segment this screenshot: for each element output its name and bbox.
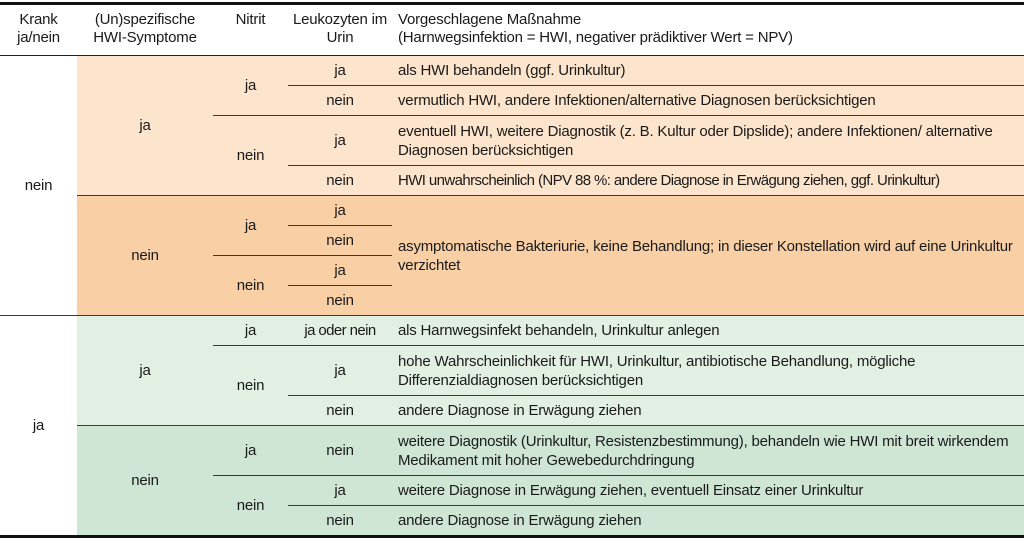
leukozyten-cell: nein <box>288 505 392 537</box>
leukozyten-cell: ja <box>288 55 392 86</box>
action-cell: asymptomatische Bakteriurie, keine Behan… <box>392 195 1024 316</box>
nitrit-cell: ja <box>213 425 288 476</box>
table-row: nein <box>0 285 1024 316</box>
nitrit-cell: ja <box>213 315 288 346</box>
header-nitrit: Nitrit <box>213 3 288 56</box>
table-row: ja ja ja ja oder nein als Harnwegsinfekt… <box>0 315 1024 537</box>
action-cell: eventuell HWI, weitere Diagnostik (z. B.… <box>392 115 1024 166</box>
action-cell: weitere Diagnose in Erwägung ziehen, eve… <box>392 475 1024 506</box>
nitrit-cell: ja <box>213 55 288 116</box>
action-cell: hohe Wahrscheinlichkeit für HWI, Urinkul… <box>392 345 1024 396</box>
leukozyten-cell: ja <box>288 255 392 286</box>
table-row: nein ja ja ja als HWI behandeln (ggf. Ur… <box>0 55 1024 316</box>
header-row: Krank ja/nein (Un)spezifische HWI-Sympto… <box>0 3 1024 56</box>
krank-cell: nein <box>0 55 77 316</box>
krank-cell: ja <box>0 315 77 537</box>
table-row: nein vermutlich HWI, andere Infektionen/… <box>0 85 1024 116</box>
leukozyten-cell: ja <box>288 475 392 506</box>
table-row: nein HWI unwahrscheinlich (NPV 88 %: and… <box>0 165 1024 196</box>
leukozyten-cell: nein <box>288 225 392 256</box>
action-cell: als HWI behandeln (ggf. Urinkultur) <box>392 55 1024 86</box>
header-massnahme-legend: (Harnwegsinfektion = HWI, negativer präd… <box>398 29 793 46</box>
nitrit-cell: nein <box>213 115 288 196</box>
nitrit-cell: nein <box>213 475 288 537</box>
nitrit-cell: nein <box>213 255 288 316</box>
header-leukozyten: Leukozyten im Urin <box>288 3 392 56</box>
leukozyten-cell: nein <box>288 395 392 426</box>
table-row: nein ja <box>0 255 1024 316</box>
leukozyten-cell: ja <box>288 345 392 396</box>
table-row: nein ja hohe Wahrscheinlichkeit für HWI,… <box>0 345 1024 426</box>
header-massnahme: Vorgeschlagene Maßnahme (Harnwegsinfektio… <box>392 3 1024 56</box>
leukozyten-cell: nein <box>288 85 392 116</box>
table-row: nein ja eventuell HWI, weitere Diagnosti… <box>0 115 1024 196</box>
table-row: nein ja nein weitere Diagnostik (Urinkul… <box>0 425 1024 537</box>
leukozyten-cell: ja oder nein <box>288 315 392 346</box>
symptome-cell: ja <box>77 55 213 196</box>
leukozyten-cell: nein <box>288 425 392 476</box>
action-cell: vermutlich HWI, andere Infektionen/alter… <box>392 85 1024 116</box>
table-row: nein <box>0 225 1024 256</box>
symptome-cell: nein <box>77 425 213 537</box>
action-cell: andere Diagnose in Erwägung ziehen <box>392 395 1024 426</box>
action-cell: HWI unwahrscheinlich (NPV 88 %: andere D… <box>392 165 1024 196</box>
action-cell: andere Diagnose in Erwägung ziehen <box>392 505 1024 537</box>
nitrit-cell: ja <box>213 195 288 256</box>
symptome-cell: ja <box>77 315 213 426</box>
table-row: nein andere Diagnose in Erwägung ziehen <box>0 395 1024 426</box>
nitrit-cell: nein <box>213 345 288 426</box>
header-massnahme-title: Vorgeschlagene Maßnahme <box>398 11 582 28</box>
table-row: nein andere Diagnose in Erwägung ziehen <box>0 505 1024 537</box>
leukozyten-cell: nein <box>288 285 392 316</box>
action-cell: als Harnwegsinfekt behandeln, Urinkultur… <box>392 315 1024 346</box>
header-symptome: (Un)spezifische HWI-Symptome <box>77 3 213 56</box>
table-row: nein ja weitere Diagnose in Erwägung zie… <box>0 475 1024 537</box>
leukozyten-cell: ja <box>288 195 392 226</box>
leukozyten-cell: nein <box>288 165 392 196</box>
leukozyten-cell: ja <box>288 115 392 166</box>
action-cell: weitere Diagnostik (Urinkultur, Resisten… <box>392 425 1024 476</box>
table-row: nein ja ja asymptomatische Bakteriurie, … <box>0 195 1024 316</box>
header-krank: Krank ja/nein <box>0 3 77 56</box>
symptome-cell: nein <box>77 195 213 316</box>
